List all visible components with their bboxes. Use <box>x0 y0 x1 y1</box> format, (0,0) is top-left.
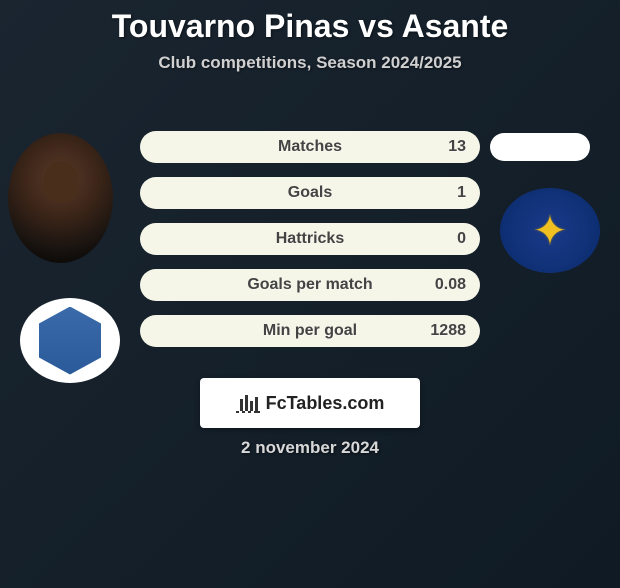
club-badge-left <box>20 298 120 383</box>
page-title: Touvarno Pinas vs Asante <box>0 8 620 45</box>
stat-label: Goals <box>194 184 426 202</box>
stat-row: Hattricks 0 <box>140 223 480 255</box>
star-icon: ✦ <box>532 206 567 255</box>
stat-row: Matches 13 <box>140 131 480 163</box>
stat-row: Goals per match 0.08 <box>140 269 480 301</box>
stat-value-right: 0 <box>426 230 466 248</box>
stat-label: Hattricks <box>194 230 426 248</box>
stat-label: Goals per match <box>194 276 426 294</box>
stat-row: Goals 1 <box>140 177 480 209</box>
stats-list: Matches 13 Goals 1 Hattricks 0 Goals per… <box>140 131 480 361</box>
stat-label: Matches <box>194 138 426 156</box>
player-photo-right <box>490 133 590 161</box>
stat-label: Min per goal <box>194 322 426 340</box>
shield-icon <box>39 307 101 375</box>
club-badge-right: ✦ <box>500 188 600 273</box>
bars-icon <box>236 393 260 413</box>
stat-value-right: 1288 <box>426 322 466 340</box>
stat-value-right: 1 <box>426 184 466 202</box>
player-photo-left <box>8 133 113 263</box>
stat-value-right: 13 <box>426 138 466 156</box>
date-text: 2 november 2024 <box>0 438 620 458</box>
logo-text: FcTables.com <box>266 393 385 414</box>
stat-value-right: 0.08 <box>426 276 466 294</box>
site-logo: FcTables.com <box>200 378 420 428</box>
stat-row: Min per goal 1288 <box>140 315 480 347</box>
subtitle: Club competitions, Season 2024/2025 <box>0 53 620 73</box>
